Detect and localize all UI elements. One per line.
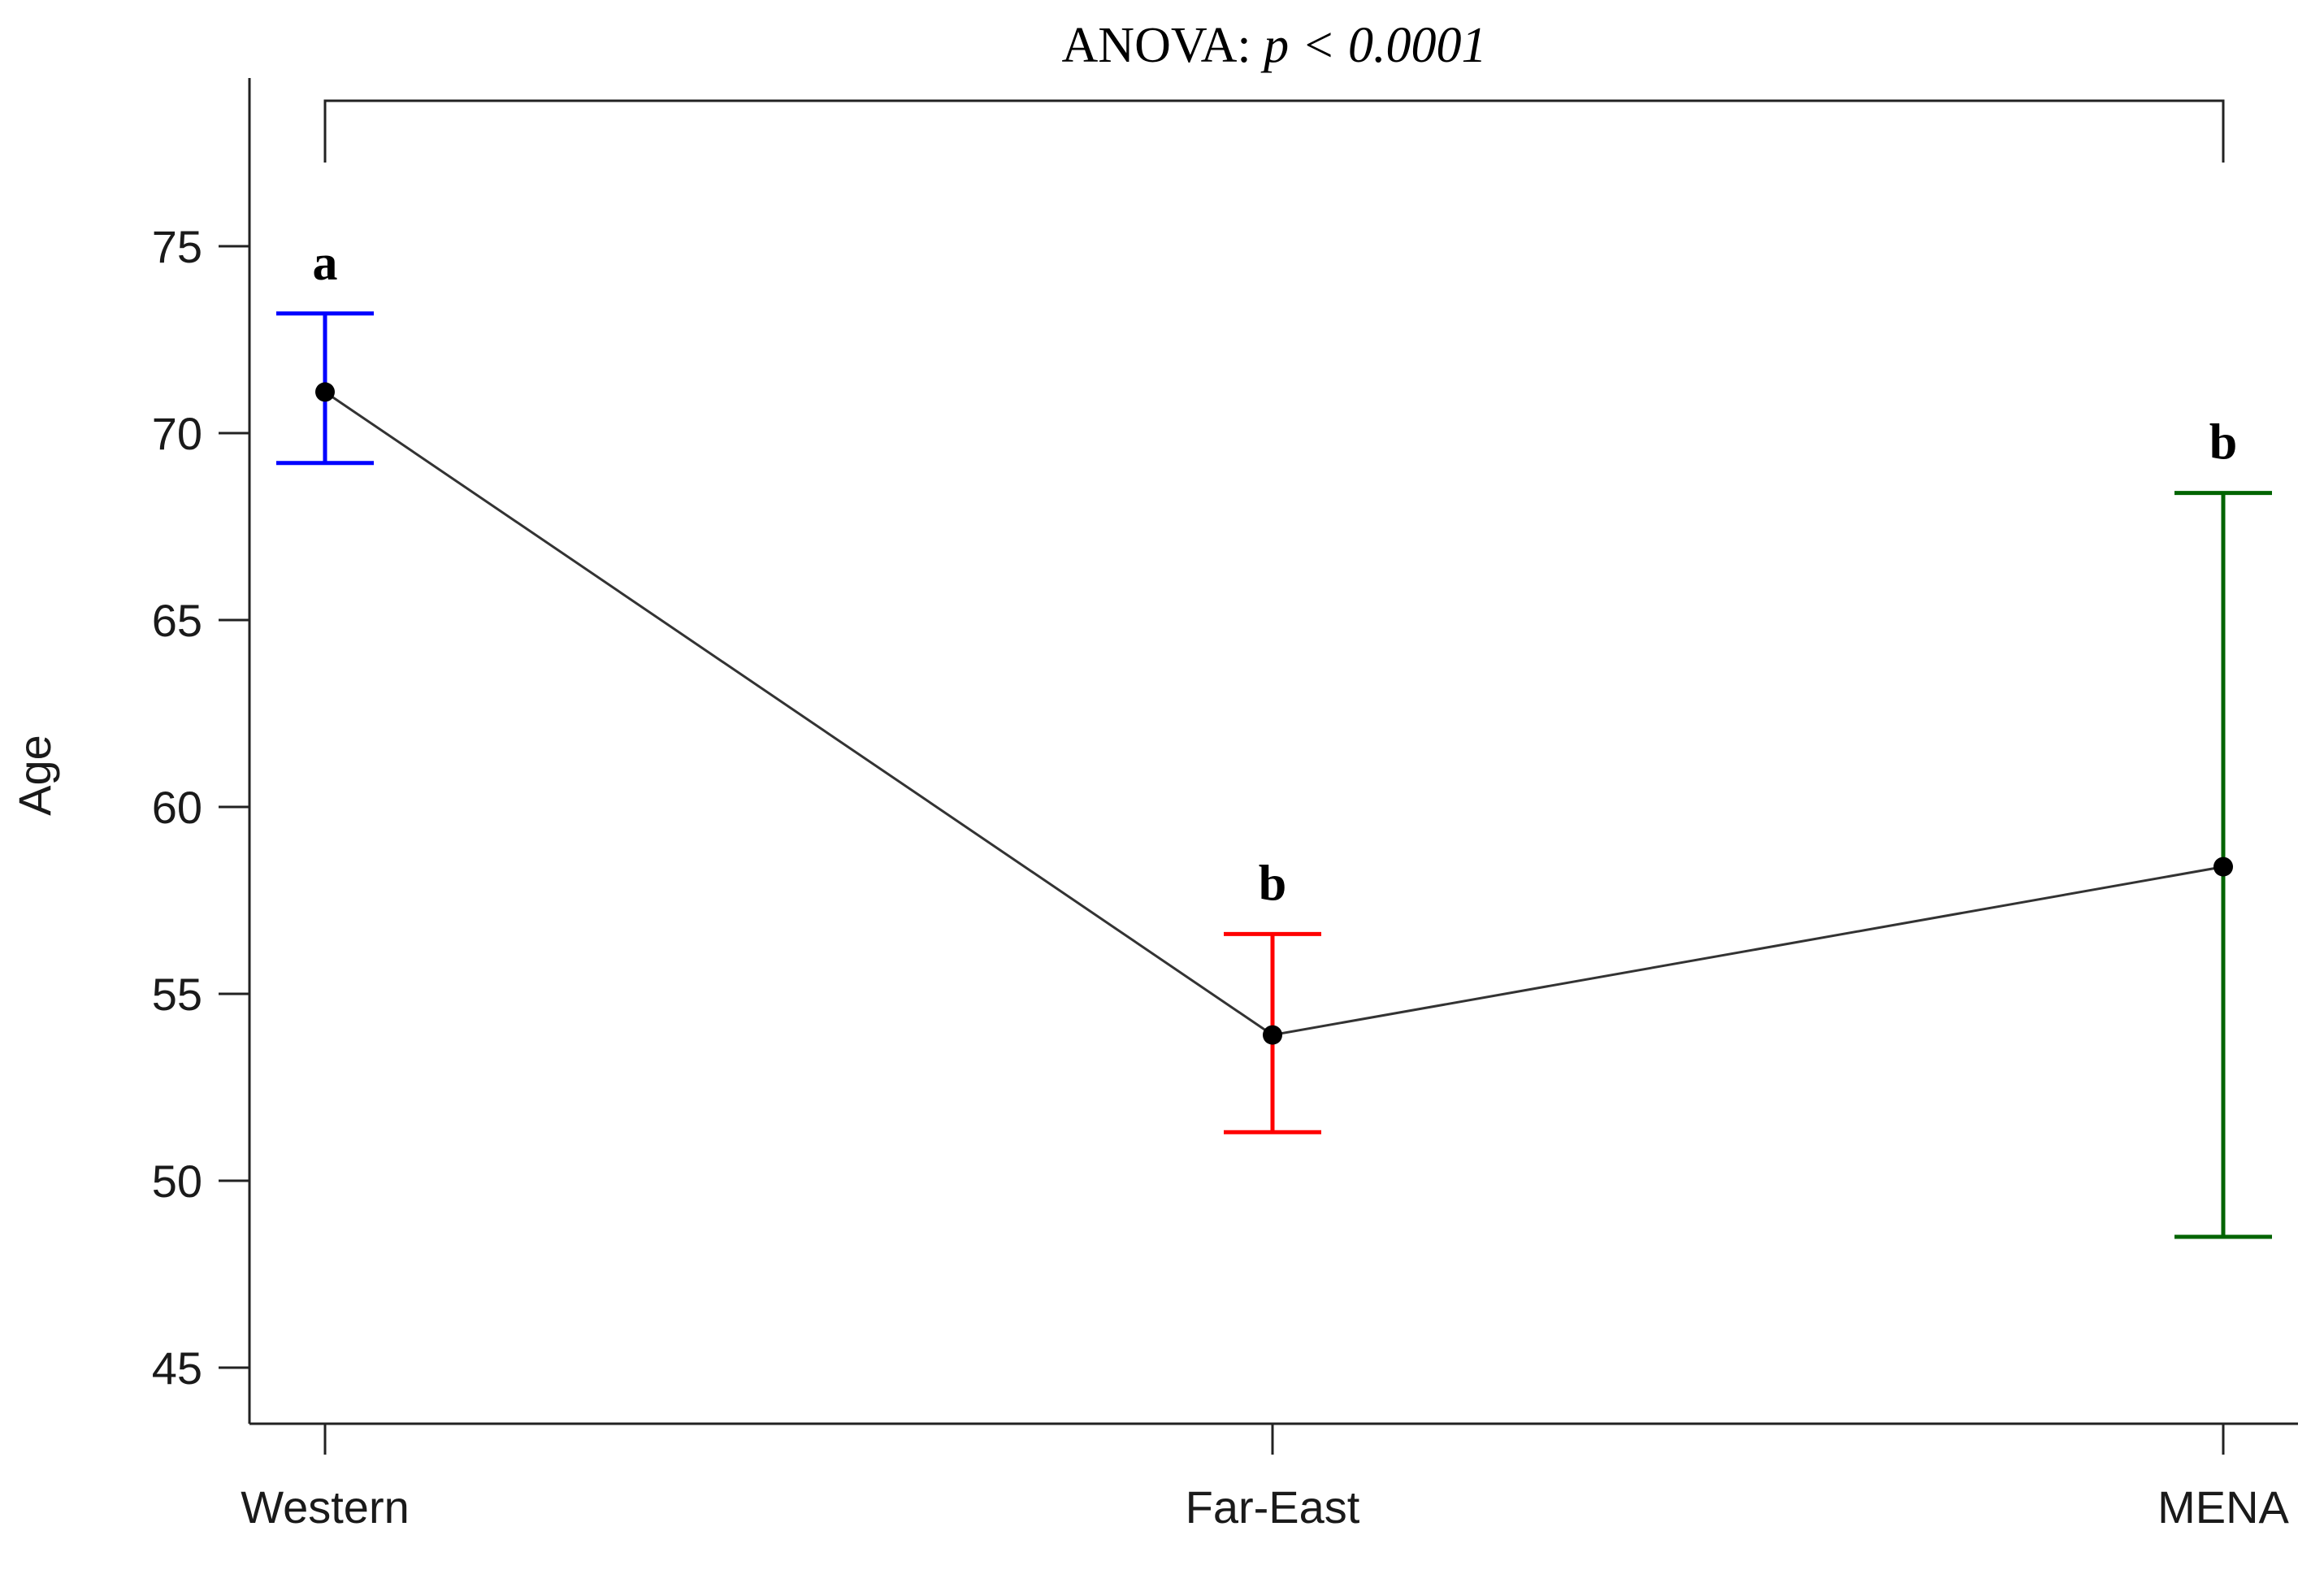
group-letter: b <box>1259 856 1286 911</box>
y-axis-title: Age <box>9 735 60 816</box>
y-tick-label: 45 <box>152 1342 202 1394</box>
y-tick-label: 50 <box>152 1156 202 1207</box>
significance-bracket <box>323 99 2225 163</box>
x-tick-label: Far-East <box>1186 1481 1360 1533</box>
anova-annotation: ANOVA: p < 0.0001 <box>1062 18 1487 73</box>
mean-point-western <box>315 382 335 402</box>
mean-point-far-east <box>1263 1025 1282 1045</box>
y-tick-label: 75 <box>152 221 202 272</box>
group-letter: b <box>2209 415 2237 471</box>
mean-point-mena <box>2213 857 2233 877</box>
x-tick-label: MENA <box>2157 1481 2289 1533</box>
anova-p-value: p < 0.0001 <box>1260 18 1486 73</box>
y-tick-label: 65 <box>152 595 202 646</box>
y-tick-label: 55 <box>152 969 202 1020</box>
x-tick-label: Western <box>241 1481 409 1533</box>
y-tick-label: 60 <box>152 782 202 833</box>
group-letter: a <box>313 236 338 291</box>
y-tick-label: 70 <box>152 408 202 459</box>
anova-prefix: ANOVA: <box>1062 18 1264 73</box>
